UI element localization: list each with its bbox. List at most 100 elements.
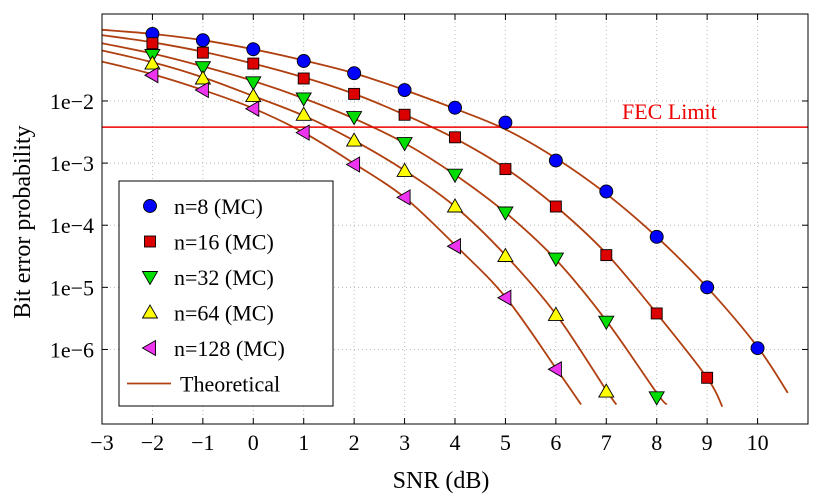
y-tick-label: 1e−6 [50, 337, 94, 362]
legend-label: n=128 (MC) [174, 336, 285, 361]
data-point [397, 83, 412, 97]
data-point [296, 54, 311, 68]
data-point [396, 137, 413, 152]
legend-marker [143, 199, 157, 213]
data-point [348, 87, 361, 100]
data-point [547, 361, 562, 378]
y-tick-label: 1e−2 [50, 89, 94, 114]
data-point [194, 61, 212, 76]
axis-ticks [101, 14, 808, 424]
data-point [548, 153, 563, 168]
data-point [194, 81, 209, 99]
series-5-markers [143, 66, 562, 378]
x-tick-label: 6 [550, 430, 561, 455]
data-point [547, 252, 565, 268]
y-axis-label: Bit error probability [10, 125, 36, 318]
x-tick-label: −3 [90, 430, 113, 455]
legend-label: n=16 (MC) [174, 230, 274, 255]
data-point [143, 66, 159, 84]
series-3-markers [144, 49, 665, 406]
series-1-markers [145, 26, 765, 356]
data-point [246, 42, 261, 57]
data-point [347, 66, 362, 81]
data-point [446, 198, 464, 213]
data-point [196, 46, 209, 59]
data-point [345, 156, 361, 173]
data-point [496, 289, 512, 306]
y-tick-label: 1e−5 [50, 275, 94, 300]
x-tick-label: 4 [450, 430, 461, 455]
data-point [146, 37, 159, 50]
data-point [295, 124, 310, 141]
legend-box [118, 180, 334, 407]
data-point [600, 249, 613, 262]
data-point [396, 189, 411, 206]
data-point [448, 100, 462, 115]
data-point [144, 55, 161, 70]
legend-label: n=64 (MC) [174, 301, 274, 326]
data-point [648, 391, 665, 406]
data-markers [143, 26, 765, 406]
y-tick-label: 1e−3 [50, 151, 94, 176]
x-tick-label: 0 [248, 430, 259, 455]
data-point [499, 163, 512, 176]
data-point [497, 247, 514, 262]
legend: n=8 (MC) n=16 (MC) n=32 (MC) n=64 (MC) n=128… [118, 180, 334, 407]
x-tick-labels: −3 −2 −1 0 1 2 3 4 5 6 7 8 9 10 [90, 430, 768, 455]
x-tick-label: 5 [500, 430, 511, 455]
data-point [498, 115, 513, 130]
data-point [245, 76, 262, 91]
data-point [598, 315, 615, 331]
data-point [244, 100, 260, 117]
legend-marker [141, 339, 156, 357]
x-tick-label: 10 [747, 430, 769, 455]
data-point [194, 70, 212, 85]
data-point [700, 280, 715, 295]
data-point [598, 383, 615, 398]
data-point [195, 33, 210, 48]
x-tick-label: 7 [601, 430, 612, 455]
theoretical-curve [102, 60, 582, 406]
data-point [650, 307, 663, 320]
data-point [547, 306, 565, 321]
x-tick-label: 9 [702, 430, 713, 455]
data-point [345, 132, 363, 147]
data-point [599, 184, 614, 199]
data-point [549, 200, 562, 213]
series-4-markers [144, 55, 615, 398]
data-point [446, 237, 461, 255]
x-tick-label: −2 [141, 430, 164, 455]
x-tick-label: 2 [349, 430, 360, 455]
legend-label: n=8 (MC) [174, 194, 263, 219]
legend-label: Theoretical [180, 372, 280, 397]
data-point [649, 229, 664, 244]
series-2-markers [146, 37, 714, 384]
x-tick-label: 8 [651, 430, 662, 455]
data-point [497, 206, 514, 221]
x-tick-label: −1 [191, 430, 214, 455]
x-axis-label: SNR (dB) [393, 468, 490, 494]
y-tick-labels: 1e−6 1e−5 1e−4 1e−3 1e−2 [50, 89, 94, 362]
legend-marker [144, 235, 156, 248]
data-point [446, 168, 464, 184]
data-point [247, 57, 260, 70]
fec-limit-label: FEC Limit [622, 99, 717, 124]
data-point [449, 131, 461, 144]
data-point [245, 87, 262, 103]
data-point [297, 72, 310, 85]
y-tick-label: 1e−4 [50, 213, 94, 238]
data-point [295, 92, 312, 107]
data-point [396, 162, 413, 177]
data-point [701, 371, 714, 384]
x-tick-label: 3 [399, 430, 410, 455]
data-point [398, 108, 411, 121]
x-tick-label: 1 [298, 430, 309, 455]
data-point [295, 106, 312, 121]
data-point [750, 341, 765, 356]
legend-marker [141, 271, 159, 286]
data-point [345, 111, 363, 126]
legend-label: n=32 (MC) [174, 265, 274, 290]
fec-limit-line-group: FEC Limit [102, 99, 808, 128]
legend-marker [141, 304, 159, 319]
